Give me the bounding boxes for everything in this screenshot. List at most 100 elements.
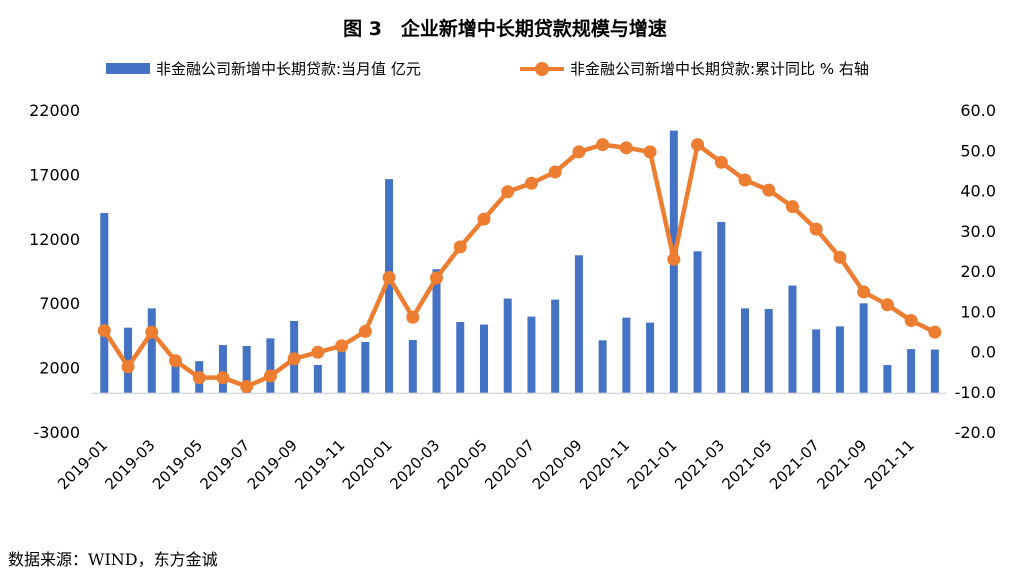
y-right-tick-label: 10.0 bbox=[960, 302, 996, 321]
y-left-tick-label: 17000 bbox=[29, 165, 80, 184]
bar bbox=[432, 269, 441, 394]
bar bbox=[788, 285, 797, 394]
x-tick-label: 2020-11 bbox=[576, 436, 633, 493]
line-point bbox=[477, 212, 491, 226]
bar bbox=[385, 179, 394, 394]
bar bbox=[717, 221, 726, 394]
bar bbox=[100, 213, 109, 394]
chart-title: 图 3 企业新增中长期贷款规模与增速 bbox=[343, 18, 667, 40]
bar bbox=[456, 322, 465, 394]
x-tick-label: 2021-07 bbox=[766, 436, 823, 493]
bar bbox=[242, 345, 251, 394]
bar bbox=[218, 345, 227, 394]
bar bbox=[266, 338, 275, 394]
x-tick-label: 2020-01 bbox=[339, 436, 396, 493]
line-point bbox=[524, 176, 538, 190]
bar bbox=[503, 298, 512, 394]
x-tick-label: 2019-05 bbox=[149, 436, 206, 493]
y-right-tick-label: 20.0 bbox=[960, 262, 996, 281]
bar bbox=[812, 329, 821, 394]
bar bbox=[551, 299, 560, 394]
y-right-tick-label: -20.0 bbox=[955, 423, 996, 442]
bar bbox=[527, 316, 536, 394]
bar bbox=[147, 308, 156, 394]
bar bbox=[361, 341, 370, 394]
y-left-tick-label: 2000 bbox=[39, 359, 80, 378]
y-right-tick-label: 60.0 bbox=[960, 101, 996, 120]
bar bbox=[907, 349, 916, 394]
x-tick-label: 2019-03 bbox=[102, 436, 159, 493]
x-tick-label: 2020-07 bbox=[481, 436, 538, 493]
bar bbox=[646, 322, 655, 394]
bar bbox=[408, 340, 417, 394]
bar bbox=[883, 365, 892, 394]
line-series bbox=[102, 142, 936, 389]
line-point bbox=[714, 155, 728, 169]
y-right-tick-label: 40.0 bbox=[960, 182, 996, 201]
bar bbox=[337, 344, 346, 394]
x-tick-label: 2020-09 bbox=[529, 436, 586, 493]
line-point bbox=[216, 371, 230, 385]
line-point bbox=[904, 314, 918, 328]
line-point bbox=[145, 325, 159, 339]
x-tick-label: 2021-05 bbox=[719, 436, 776, 493]
legend-label-line: 非金融公司新增中长期贷款:累计同比 % 右轴 bbox=[570, 60, 869, 78]
line-point bbox=[192, 371, 206, 385]
y-left-tick-label: 12000 bbox=[29, 230, 80, 249]
line-point bbox=[453, 240, 467, 254]
y-left-tick-label: -3000 bbox=[34, 423, 81, 442]
line-point bbox=[667, 252, 681, 266]
bar bbox=[598, 340, 607, 394]
legend-item-line: 非金融公司新增中长期贷款:累计同比 % 右轴 bbox=[520, 58, 869, 79]
bar bbox=[574, 255, 583, 394]
y-right-tick-label: 0.0 bbox=[971, 343, 996, 362]
legend-bar-swatch bbox=[106, 63, 150, 74]
line-point bbox=[762, 183, 776, 197]
line-point bbox=[857, 285, 871, 299]
legend-label-bar: 非金融公司新增中长期贷款:当月值 亿元 bbox=[156, 60, 421, 78]
y-right-tick-label: -10.0 bbox=[955, 383, 996, 402]
bar bbox=[622, 317, 631, 394]
line-point bbox=[691, 138, 705, 152]
bar bbox=[859, 303, 868, 394]
legend: 非金融公司新增中长期贷款:当月值 亿元 非金融公司新增中长期贷款:累计同比 % … bbox=[0, 58, 1010, 82]
y-left-tick-label: 22000 bbox=[29, 101, 80, 120]
bar bbox=[764, 308, 773, 394]
bar bbox=[741, 308, 750, 394]
line-point bbox=[430, 271, 444, 285]
line-point bbox=[572, 145, 586, 159]
line-point bbox=[619, 141, 633, 155]
line-point bbox=[928, 325, 942, 339]
line-point bbox=[263, 369, 277, 383]
bar bbox=[835, 326, 844, 394]
bar bbox=[693, 251, 702, 394]
x-tick-label: 2019-07 bbox=[196, 436, 253, 493]
line-point bbox=[785, 200, 799, 214]
line-point bbox=[97, 324, 111, 338]
line-point bbox=[168, 354, 182, 368]
line-point bbox=[880, 298, 894, 312]
line-point bbox=[596, 138, 610, 152]
line-point bbox=[548, 165, 562, 179]
line-point bbox=[287, 352, 301, 366]
x-tick-label: 2019-11 bbox=[291, 436, 348, 493]
x-tick-label: 2020-03 bbox=[386, 436, 443, 493]
source-note: 数据来源：WIND，东方金诚 bbox=[8, 550, 218, 569]
line-point bbox=[833, 250, 847, 264]
line-point bbox=[809, 222, 823, 236]
legend-line-swatch bbox=[520, 61, 564, 76]
x-tick-label: 2021-01 bbox=[624, 436, 681, 493]
line-point bbox=[501, 185, 515, 199]
line-point bbox=[335, 339, 349, 353]
x-tick-label: 2021-03 bbox=[671, 436, 728, 493]
bar bbox=[171, 362, 180, 394]
line-point bbox=[643, 145, 657, 159]
bar bbox=[930, 349, 939, 394]
y-left-tick-label: 7000 bbox=[39, 294, 80, 313]
line-point bbox=[240, 380, 254, 394]
x-tick-label: 2021-09 bbox=[813, 436, 870, 493]
line-point bbox=[738, 173, 752, 187]
x-tick-label: 2019-01 bbox=[54, 436, 111, 493]
y-right-tick-label: 50.0 bbox=[960, 141, 996, 160]
